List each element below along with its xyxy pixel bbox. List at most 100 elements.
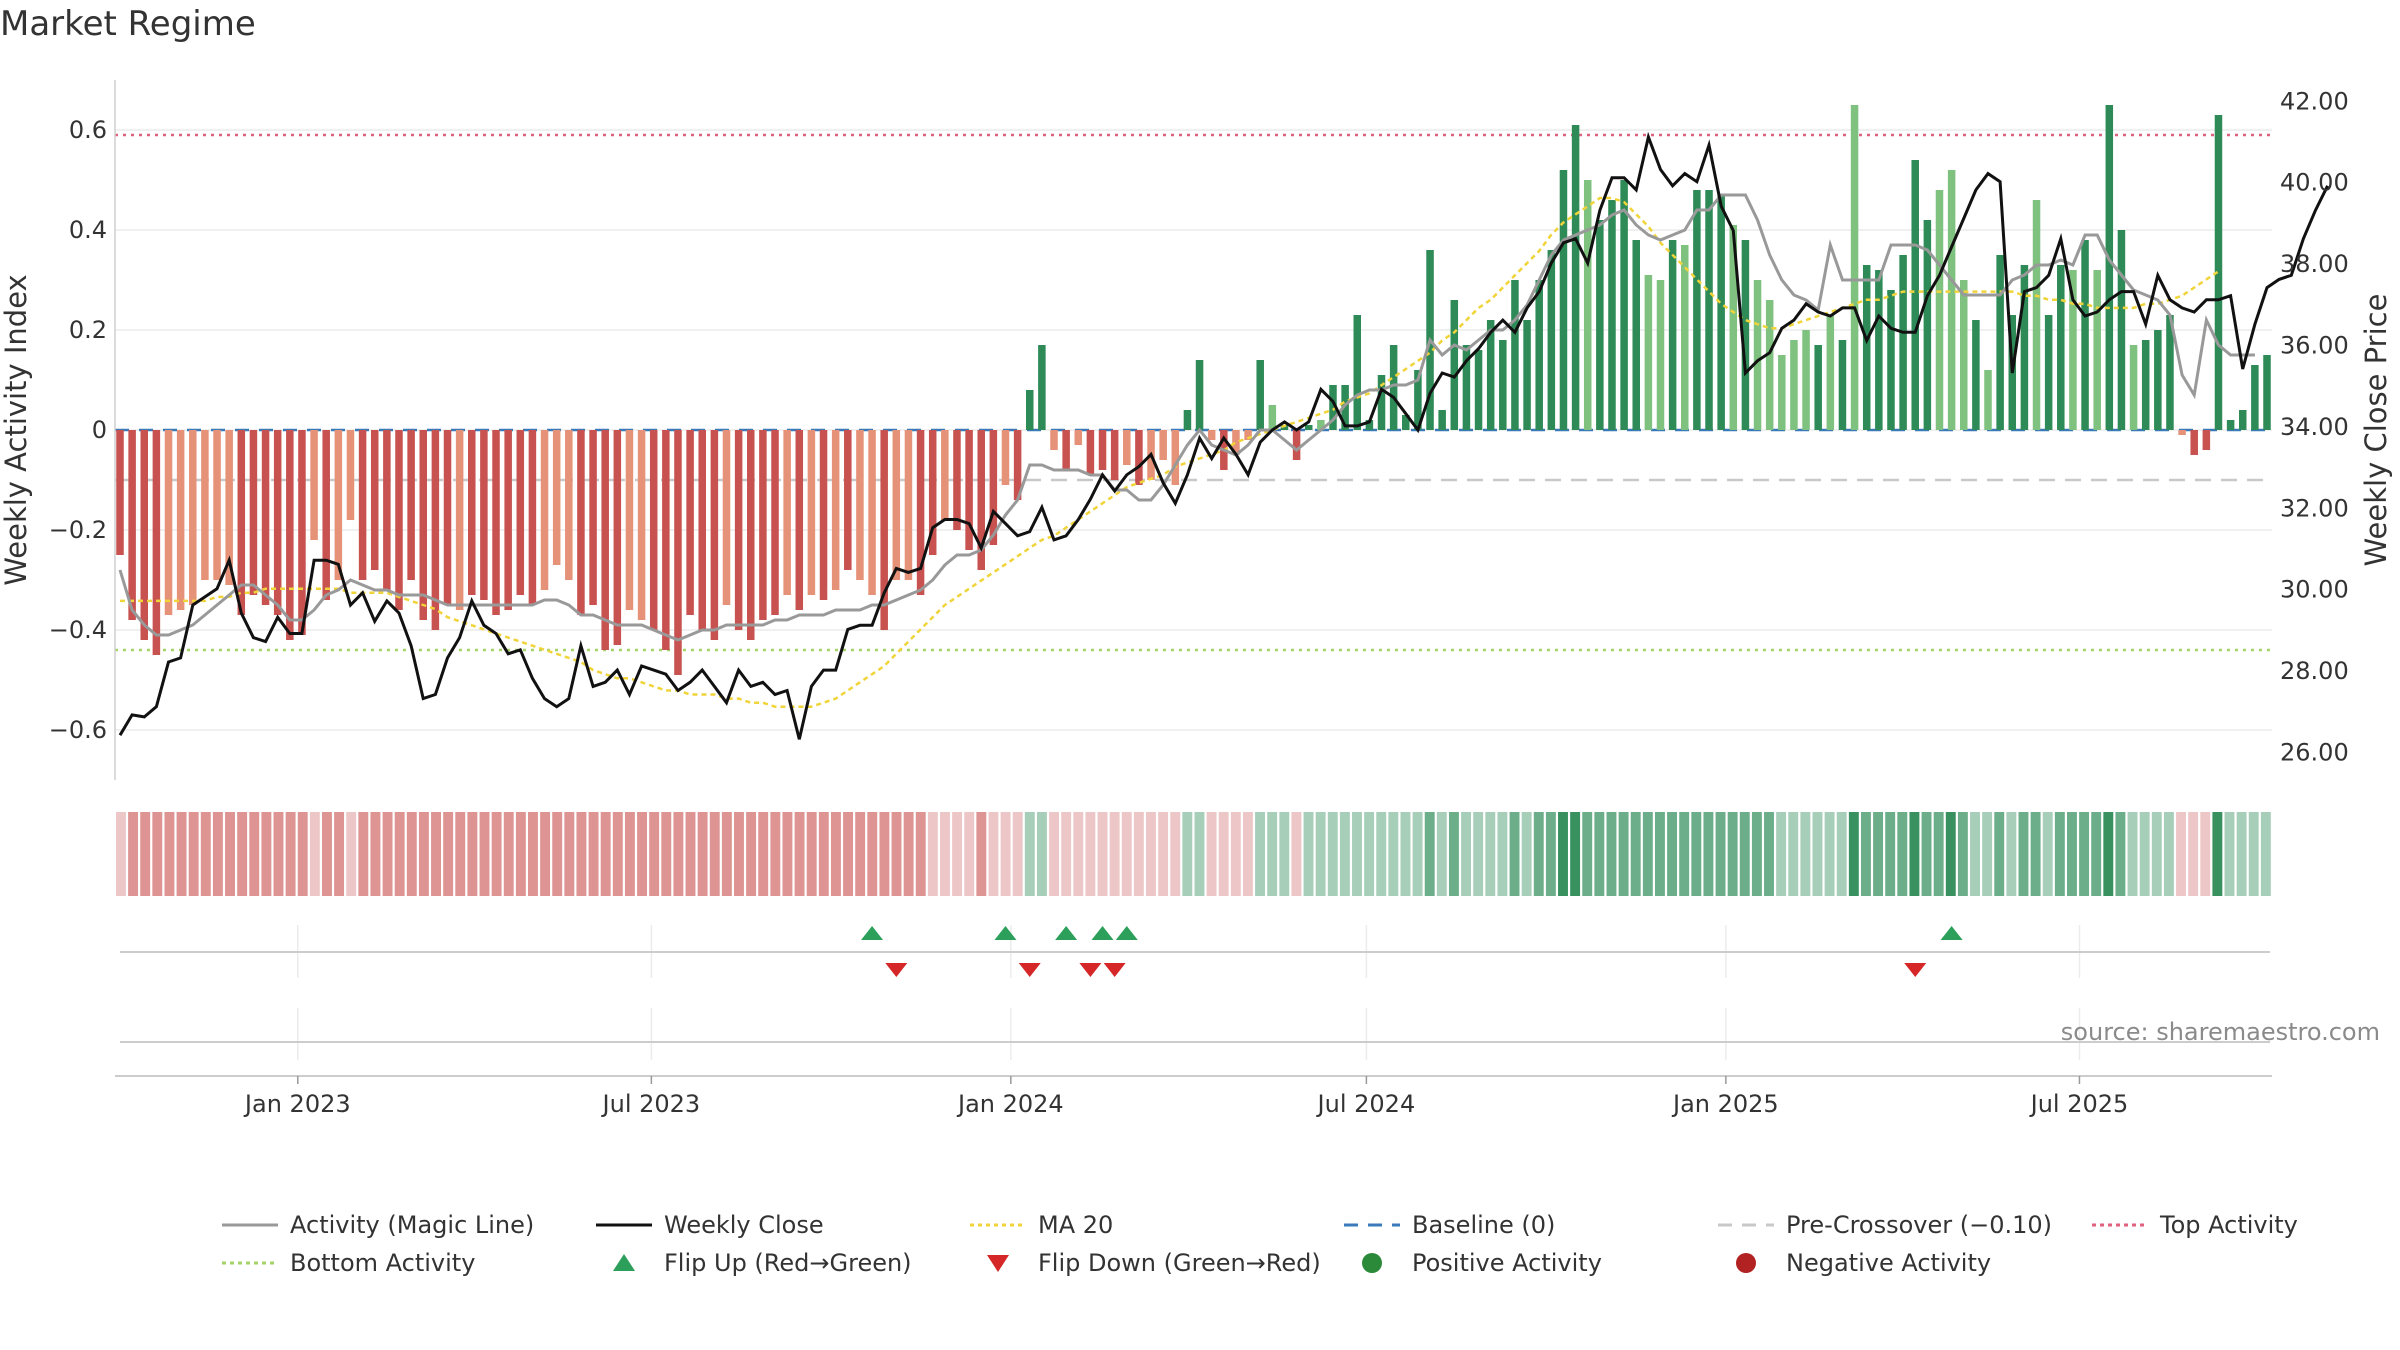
- regime-cell: [1751, 812, 1762, 896]
- activity-bar: [1511, 280, 1519, 430]
- activity-bar: [128, 430, 136, 620]
- activity-bar: [346, 430, 355, 520]
- regime-cell: [673, 812, 684, 896]
- activity-bar: [152, 430, 161, 655]
- activity-bar: [589, 430, 597, 605]
- regime-cell: [479, 812, 490, 896]
- regime-cell: [2176, 812, 2186, 896]
- regime-cell: [116, 812, 126, 896]
- activity-bar: [2129, 345, 2138, 430]
- regime-cell: [2260, 812, 2271, 896]
- activity-bar: [1559, 170, 1568, 430]
- right-tick-label: 30.00: [2280, 576, 2349, 604]
- left-tick-label: 0.4: [69, 216, 107, 244]
- activity-bar: [1110, 430, 1119, 480]
- regime-cell: [564, 812, 575, 896]
- regime-cell: [1594, 812, 1605, 896]
- regime-cell: [1812, 812, 1823, 896]
- activity-bar: [1668, 240, 1677, 430]
- regime-cell: [588, 812, 599, 896]
- activity-bar: [1826, 315, 1835, 430]
- weekly-close-line: [118, 131, 2329, 740]
- legend-label: Flip Down (Green→Red): [1038, 1249, 1321, 1277]
- regime-cell: [709, 812, 720, 896]
- activity-bar: [1001, 430, 1010, 485]
- regime-cell: [879, 812, 890, 896]
- regime-cell: [128, 812, 139, 896]
- activity-bar: [1280, 425, 1289, 430]
- regime-cell: [746, 812, 757, 896]
- activity-bar: [116, 430, 124, 555]
- right-tick-label: 36.00: [2280, 332, 2349, 360]
- legend-item: Pre-Crossover (−0.10): [1718, 1211, 2052, 1239]
- regime-cell: [552, 812, 563, 896]
- activity-bar: [783, 430, 791, 595]
- activity-bar: [1875, 270, 1883, 430]
- activity-bar: [1171, 430, 1180, 485]
- activity-bar: [577, 430, 585, 615]
- regime-cell: [1182, 812, 1193, 896]
- legend-negative-dot: [1736, 1253, 1756, 1273]
- regime-cell: [1509, 812, 1520, 896]
- regime-cell: [964, 812, 975, 896]
- regime-cell: [188, 812, 199, 896]
- activity-bar: [1935, 190, 1944, 430]
- regime-cell: [176, 812, 187, 896]
- activity-bar: [941, 430, 949, 520]
- activity-bar: [625, 430, 634, 610]
- activity-bar: [1462, 345, 1471, 430]
- regime-cell: [1691, 812, 1702, 896]
- legend-item: MA 20: [970, 1211, 1113, 1239]
- regime-cell: [2188, 812, 2199, 896]
- regime-cell: [1158, 812, 1169, 896]
- regime-cell: [540, 812, 551, 896]
- regime-cell: [1339, 812, 1350, 896]
- activity-bar: [1389, 345, 1398, 430]
- regime-cell: [1642, 812, 1653, 896]
- regime-cell: [697, 812, 708, 896]
- legend-item: Weekly Close: [596, 1211, 824, 1239]
- activity-bar: [989, 430, 998, 545]
- activity-bar: [1790, 340, 1798, 430]
- activity-bar: [1778, 355, 1786, 430]
- activity-bar: [2032, 200, 2041, 430]
- activity-bar: [540, 430, 549, 590]
- regime-cell: [1957, 812, 1968, 896]
- regime-cell: [1012, 812, 1023, 896]
- regime-cell: [225, 812, 235, 896]
- activity-bar: [1123, 430, 1131, 465]
- regime-cell: [770, 812, 781, 896]
- activity-bar: [759, 430, 767, 620]
- regime-cell: [285, 812, 296, 896]
- activity-bar: [1268, 405, 1277, 430]
- regime-cell: [612, 812, 623, 896]
- regime-cell: [1327, 812, 1338, 896]
- activity-bar: [977, 430, 985, 570]
- activity-bar: [1438, 410, 1446, 430]
- x-tick-label: Jul 2024: [1316, 1090, 1416, 1118]
- activity-bar: [2238, 410, 2247, 430]
- activity-bar: [492, 430, 500, 615]
- regime-cell: [1800, 812, 1811, 896]
- regime-cell: [1388, 812, 1399, 896]
- flip-up-marker: [1940, 926, 1963, 940]
- regime-cell: [758, 812, 769, 896]
- regime-cell: [358, 812, 369, 896]
- regime-cell: [1303, 812, 1314, 896]
- activity-bar: [1377, 375, 1386, 430]
- regime-cell: [2200, 812, 2211, 896]
- regime-cell: [2103, 812, 2114, 896]
- activity-bar: [2117, 230, 2126, 430]
- activity-bar: [1486, 320, 1495, 430]
- activity-bar: [2081, 240, 2089, 430]
- legend-label: Positive Activity: [1412, 1249, 1602, 1277]
- activity-bar: [1365, 420, 1374, 430]
- regime-cell: [1776, 812, 1787, 896]
- activity-bar: [1013, 430, 1022, 500]
- right-tick-label: 40.00: [2280, 169, 2349, 197]
- regime-cell: [2163, 812, 2174, 896]
- regime-cell: [1897, 812, 1908, 896]
- regime-cell: [1497, 812, 1508, 896]
- activity-bar: [310, 430, 318, 540]
